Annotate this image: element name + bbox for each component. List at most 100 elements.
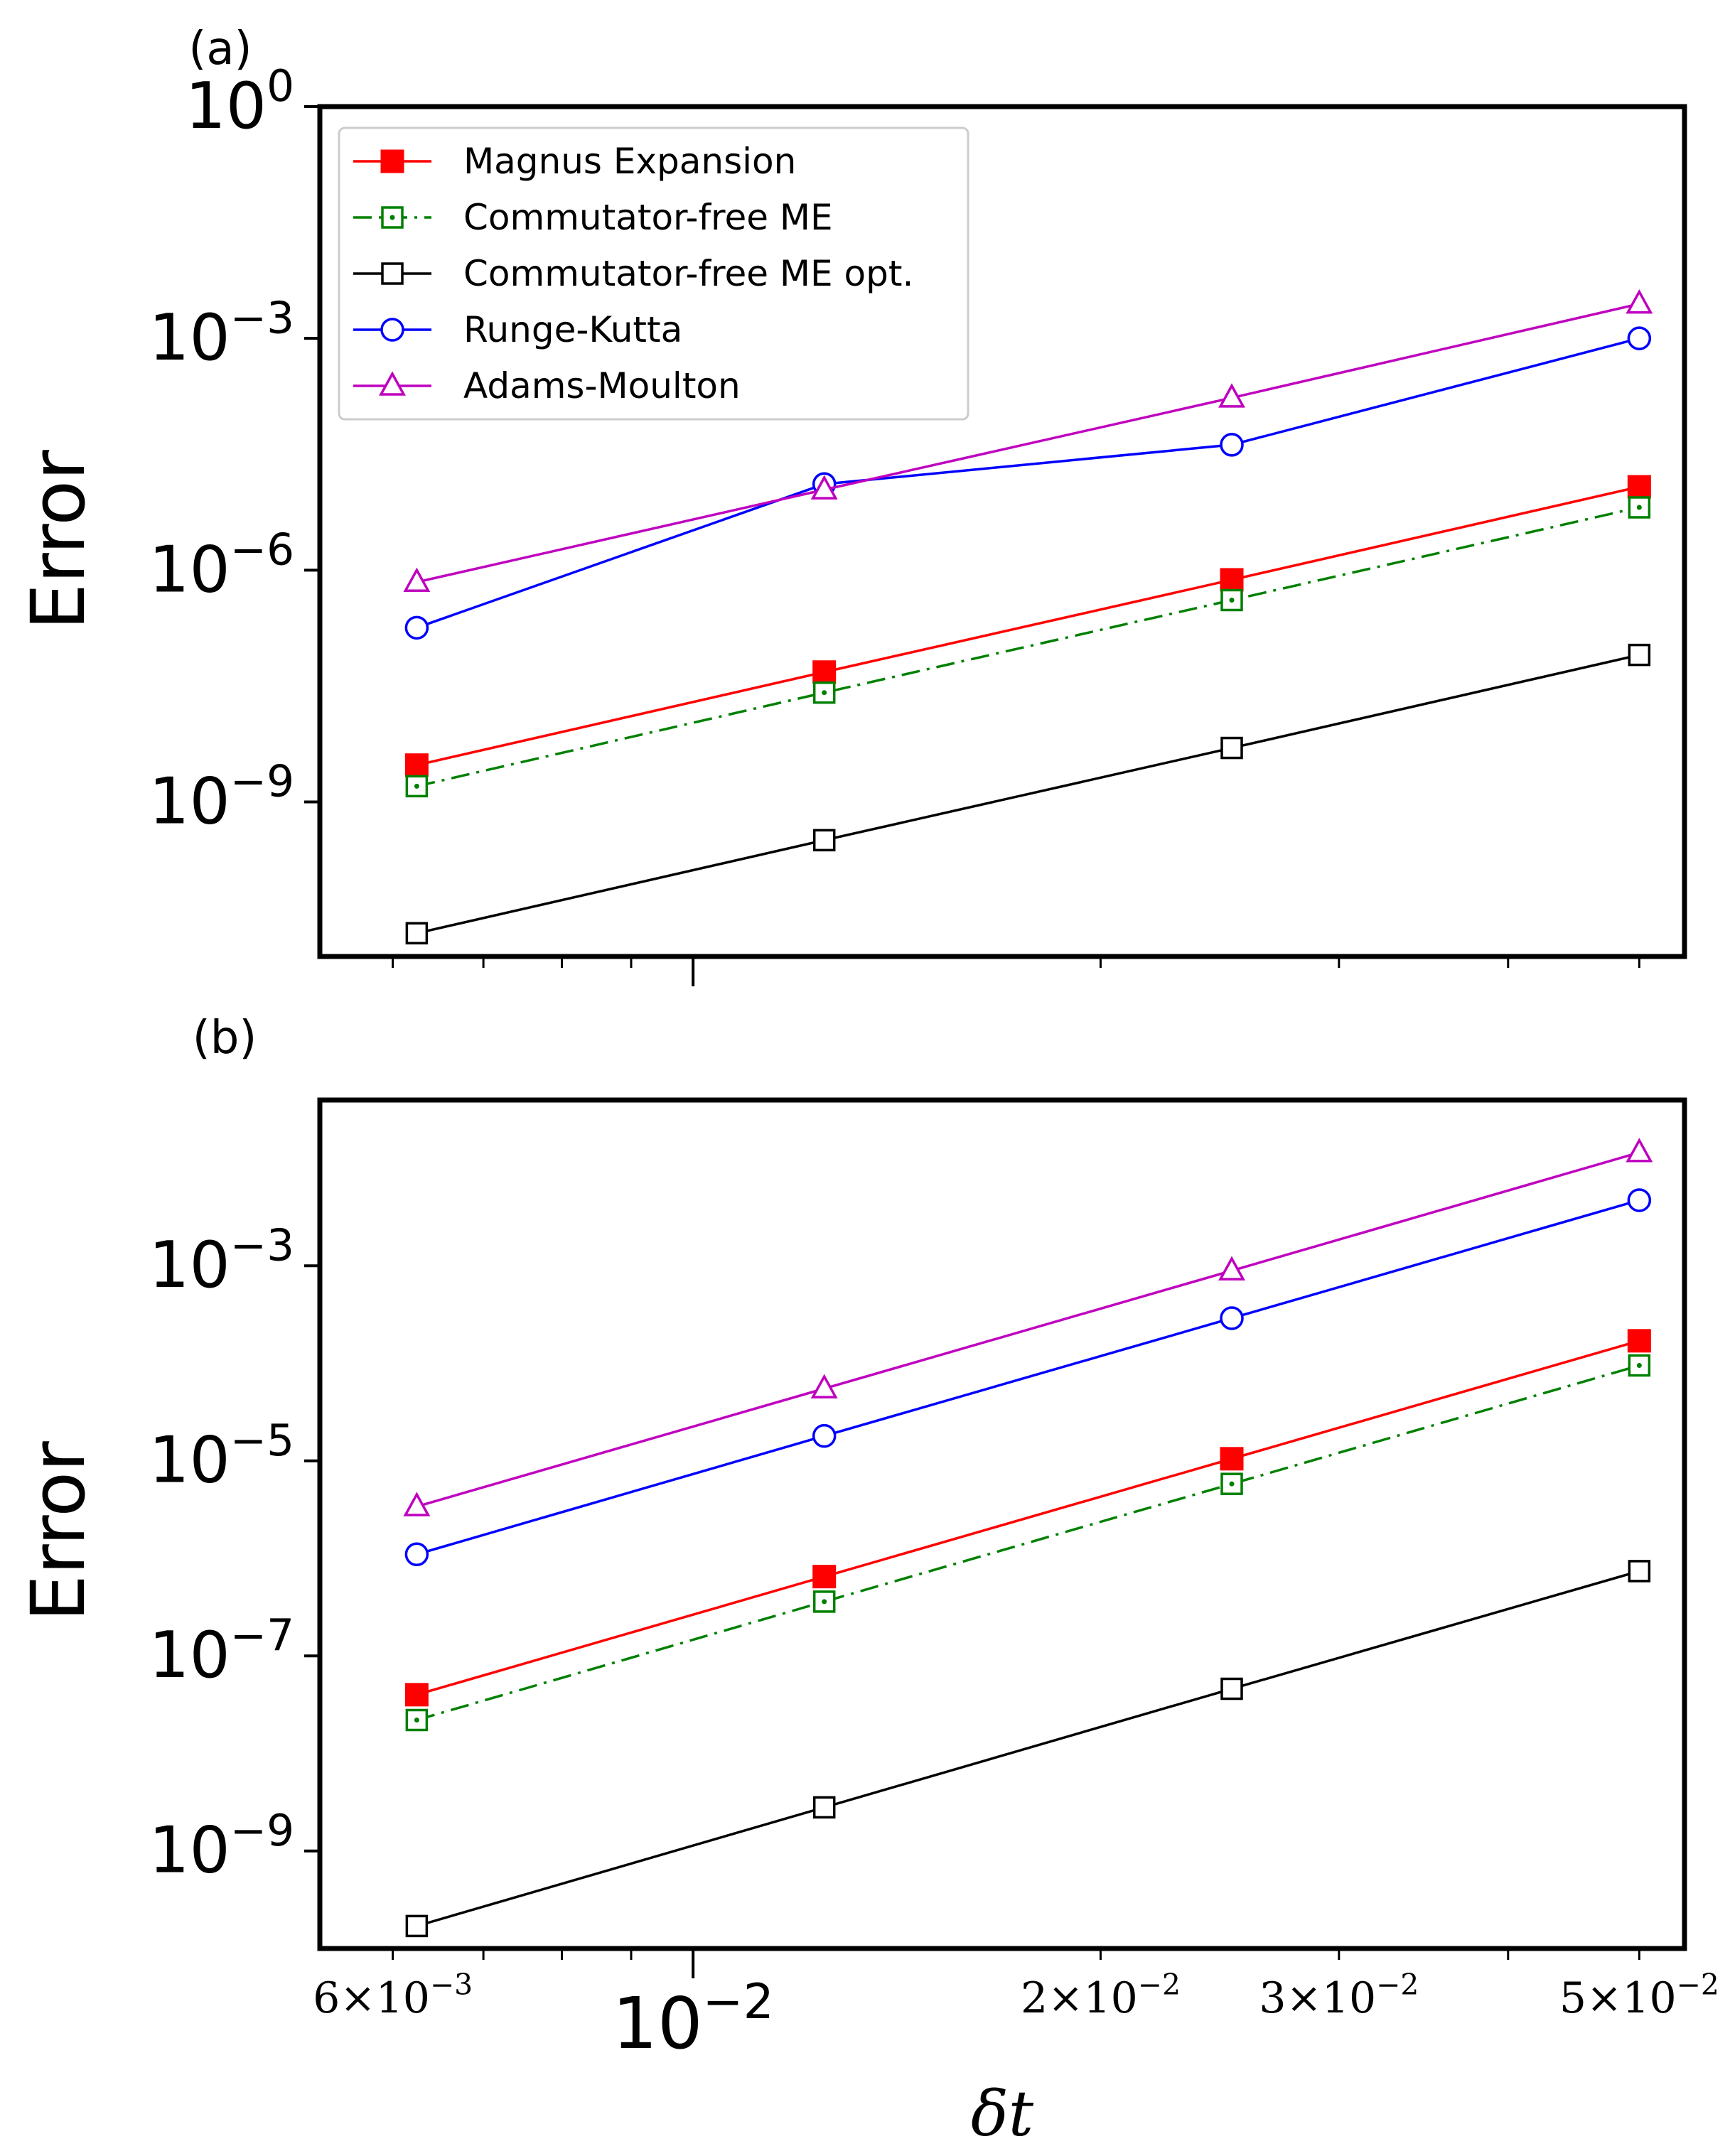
y-tick-label-b-1-base: 10 [149, 1423, 230, 1498]
y-tick-label-b-0-exp: −3 [230, 1220, 294, 1271]
x-minor-label-2-base: 10 [1322, 1973, 1376, 2023]
panel-a-magnus-expansion-point-3 [1627, 475, 1651, 499]
y-tick-label-a-3: 10−9 [149, 757, 294, 839]
panel-a-commutator-free-me-opt-line [416, 653, 1640, 934]
legend-magnus-expansion-label: Magnus Expansion [463, 141, 796, 182]
panel-b-commutator-free-me-opt-point-2 [1220, 1677, 1243, 1700]
panel-a-adams-moulton-point-1 [810, 475, 838, 500]
panel-b-commutator-free-me-opt-point-1 [812, 1796, 836, 1819]
y-tick-label-b-0: 10−3 [149, 1220, 294, 1303]
panel-b-commutator-free-me-point-1 [812, 1590, 836, 1613]
legend-frame [338, 126, 969, 421]
panel-b-commutator-free-me-point-3-dot [1636, 1363, 1642, 1369]
panel-b-magnus-expansion-point-1 [812, 1565, 837, 1589]
x-minor-label-1-prefix: 2× [1021, 1973, 1083, 2023]
panel-b-magnus-expansion-line [416, 1340, 1640, 1696]
x-major-label-0-exp: −2 [703, 1974, 774, 2030]
panel-b: (b) Error 10−310−510−710−9 10−26×10−3 2×1… [15, 1012, 1719, 2150]
panel-a-plot-area [403, 289, 1653, 945]
panel-b-magnus-expansion-point-2 [1220, 1447, 1244, 1471]
panel-a-runge-kutta-point-0 [404, 615, 429, 640]
panel-a-commutator-free-me-opt-point-2 [1220, 736, 1243, 760]
x-minor-label-1-exp: −2 [1138, 1968, 1181, 2002]
y-tick-label-a-2-exp: −6 [230, 525, 294, 576]
y-tick-label-a-0-base: 10 [186, 69, 267, 144]
panel-b-adams-moulton-point-1 [810, 1374, 838, 1398]
panel-a-commutator-free-me-point-2-dot [1229, 597, 1235, 603]
x-minor-label-0-exp: −3 [430, 1968, 473, 2002]
legend-commutator-free-me-opt-label: Commutator-free ME opt. [463, 253, 913, 294]
x-minor-label-0-prefix: 6× [313, 1973, 375, 2023]
legend-commutator-free-me-opt-marker [381, 262, 404, 285]
panel-b-adams-moulton-line [416, 1151, 1640, 1508]
y-tick-label-b-0-base: 10 [149, 1228, 230, 1303]
panel-b-frame [317, 1097, 1687, 1951]
panel-a-frame [317, 104, 1687, 959]
x-minor-label-3: 5×10−2 [1559, 1968, 1719, 2023]
panel-a-magnus-expansion-line [416, 485, 1640, 767]
panel-a-commutator-free-me-point-2 [1220, 588, 1243, 612]
panel-b-runge-kutta-point-1 [812, 1423, 837, 1448]
panel-a-x-axis [392, 956, 1640, 986]
panel-b-commutator-free-me-point-2-box [1220, 1472, 1243, 1495]
y-tick-label-a-1: 10−3 [149, 293, 294, 375]
y-tick-label-a-0-exp: 0 [267, 61, 294, 112]
panel-a-commutator-free-me-point-1-dot [822, 690, 827, 696]
x-minor-label-2-prefix: 3× [1259, 1973, 1321, 2023]
panel-a-adams-moulton-point-3 [1626, 289, 1653, 314]
x-minor-label-1-base: 10 [1083, 1973, 1137, 2023]
x-major-label-0-base: 10 [612, 1982, 702, 2065]
legend-runge-kutta-marker [380, 318, 404, 342]
panel-b-commutator-free-me-point-2-dot [1229, 1481, 1235, 1487]
panel-a-commutator-free-me-opt-point-0 [405, 922, 429, 945]
x-minor-label-3-base: 10 [1622, 1973, 1676, 2023]
legend-commutator-free-me-marker-dot [389, 215, 395, 220]
panel-b-commutator-free-me-point-0 [405, 1708, 429, 1732]
panel-a-runge-kutta-line [416, 337, 1640, 629]
y-tick-label-b-3-exp: −9 [230, 1806, 294, 1856]
panel-a-commutator-free-me-opt-point-3 [1628, 643, 1651, 667]
legend-adams-moulton-marker [379, 371, 406, 396]
y-tick-label-b-1-exp: −5 [230, 1416, 294, 1466]
y-tick-label-a-0: 100 [186, 61, 294, 144]
panel-a-magnus-expansion-point-0 [404, 753, 429, 777]
legend-adams-moulton-label: Adams-Moulton [463, 365, 741, 406]
panel-a-runge-kutta-point-2 [1220, 433, 1244, 457]
x-axis-label: δt [971, 2077, 1034, 2150]
panel-a-commutator-free-me-point-3-dot [1636, 505, 1642, 510]
panel-a-commutator-free-me-point-0-dot [414, 783, 419, 789]
x-minor-label-0: 6×10−3 [313, 1968, 473, 2023]
y-tick-label-a-2: 10−6 [149, 525, 294, 608]
panel-a-adams-moulton-point-0 [403, 567, 431, 592]
y-tick-label-b-2-base: 10 [149, 1618, 230, 1693]
panel-a-label: (a) [188, 23, 252, 75]
legend-commutator-free-me-marker [381, 206, 404, 229]
x-minor-label-0-base: 10 [376, 1973, 430, 2023]
y-tick-label-b-2-exp: −7 [230, 1610, 294, 1661]
y-tick-label-b-1: 10−5 [149, 1416, 294, 1498]
x-major-label-0: 10−2 [612, 1974, 774, 2065]
panel-b-adams-moulton-point-2 [1218, 1256, 1245, 1281]
panel-a-commutator-free-me-opt-point-1 [812, 829, 836, 852]
panel-b-commutator-free-me-point-1-dot [822, 1599, 827, 1605]
x-minor-label-2-exp: −2 [1376, 1968, 1419, 2002]
panel-b-runge-kutta-point-0 [404, 1542, 429, 1567]
panel-b-runge-kutta-point-2 [1220, 1306, 1244, 1330]
y-tick-label-a-2-base: 10 [149, 532, 230, 607]
x-minor-label-1: 2×10−2 [1021, 1968, 1181, 2023]
panel-b-adams-moulton-point-3 [1626, 1138, 1653, 1163]
y-tick-label-a-3-base: 10 [149, 765, 230, 839]
panel-a-commutator-free-me-point-3 [1628, 496, 1651, 519]
panel-b-adams-moulton-point-0 [403, 1492, 431, 1516]
panel-b-commutator-free-me-opt-line [416, 1570, 1640, 1928]
panel-a-commutator-free-me-point-3-box [1628, 496, 1651, 519]
panel-b-ylabel: Error [15, 1441, 102, 1622]
panel-b-magnus-expansion-point-3 [1627, 1329, 1651, 1353]
y-tick-label-a-3-exp: −9 [230, 757, 294, 807]
panel-a-ylabel: Error [15, 450, 102, 630]
y-tick-label-a-1-base: 10 [149, 301, 230, 375]
panel-a-commutator-free-me-point-1 [812, 681, 836, 704]
panel-a-adams-moulton-point-2 [1218, 383, 1245, 408]
x-minor-label-3-exp: −2 [1677, 1968, 1719, 2002]
panel-b-runge-kutta-point-3 [1627, 1188, 1652, 1212]
